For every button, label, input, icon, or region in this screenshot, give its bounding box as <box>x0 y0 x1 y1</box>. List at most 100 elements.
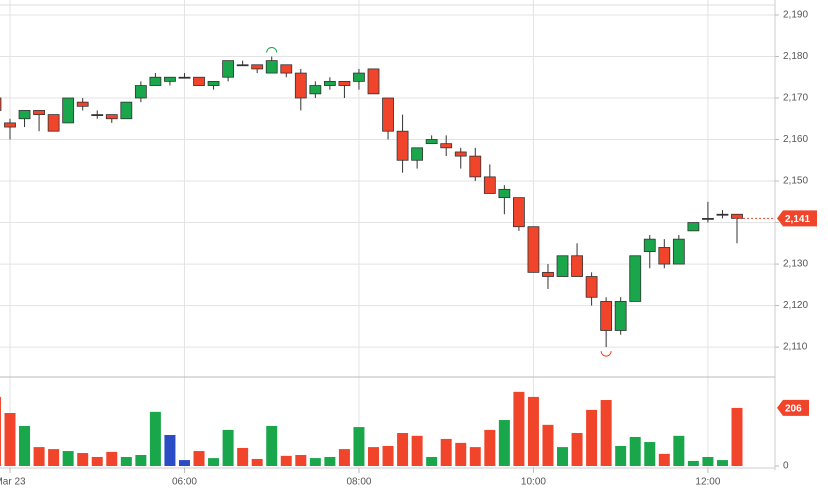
volume-bar <box>19 425 31 466</box>
volume-bar <box>48 449 60 466</box>
volume-bar <box>426 456 438 466</box>
volume-bar <box>91 456 103 466</box>
candle-body <box>91 114 104 116</box>
candle-body <box>513 197 525 228</box>
candle-body <box>265 60 278 74</box>
volume-bar <box>120 456 132 466</box>
volume-bar <box>0 396 1 466</box>
volume-bar <box>353 427 365 466</box>
volume-bar <box>615 445 627 466</box>
volume-bar <box>4 412 16 466</box>
volume-bar <box>702 456 714 466</box>
volume-bar <box>33 447 45 466</box>
volume-tick-label: 0 <box>783 461 789 472</box>
candle-body <box>556 255 569 277</box>
x-tick-label: 12:00 <box>695 477 720 488</box>
candle-body <box>382 97 394 132</box>
volume-bar <box>571 433 583 466</box>
y-tick-label: 2,150 <box>783 176 808 187</box>
high-marker <box>266 47 278 53</box>
volume-bar <box>716 460 728 466</box>
volume-bar <box>484 429 496 466</box>
candle-body <box>294 72 307 99</box>
volume-bar <box>178 460 190 466</box>
candle-body <box>629 255 642 302</box>
candle-body <box>251 64 264 70</box>
volume-bar <box>513 391 525 466</box>
candle-body <box>178 76 191 79</box>
candle-body <box>672 238 685 265</box>
candle-body <box>716 213 729 216</box>
candle-body <box>469 155 482 178</box>
volume-bar <box>687 460 699 466</box>
volume-bar <box>164 434 176 466</box>
candle-body <box>687 222 700 232</box>
y-tick-label: 2,120 <box>783 300 808 311</box>
volume-bar <box>222 429 234 466</box>
volume-bar <box>193 451 205 466</box>
volume-bar <box>280 455 292 466</box>
volume-bar <box>397 433 409 466</box>
candle-body <box>4 122 16 128</box>
volume-bar <box>455 442 467 466</box>
candle-body <box>193 76 205 86</box>
candle-body <box>454 151 467 157</box>
candle-body <box>483 176 496 194</box>
volume-bar <box>673 435 685 466</box>
y-tick-label: 2,170 <box>783 93 808 104</box>
candle-body <box>18 110 31 120</box>
volume-bar <box>382 445 394 466</box>
candle-body <box>134 85 147 99</box>
y-tick-label: 2,180 <box>783 51 808 62</box>
volume-bar <box>266 425 278 466</box>
candle-body <box>658 247 671 265</box>
volume-bar <box>208 458 220 466</box>
last-price-label: 2,141 <box>785 214 810 225</box>
candle-body <box>280 64 293 74</box>
candle-body <box>353 72 365 82</box>
candle-body <box>498 188 511 199</box>
candle-body <box>309 85 322 95</box>
volume-bar <box>324 456 336 466</box>
volume-bar <box>440 438 452 466</box>
volume-bar <box>368 447 379 466</box>
candle-body <box>367 68 380 95</box>
last-price-tag <box>777 210 817 227</box>
candle-body <box>207 80 220 86</box>
volume-bar <box>600 400 612 466</box>
volume-bar <box>527 396 539 466</box>
candle-body <box>440 143 453 149</box>
candle-body <box>76 101 89 107</box>
volume-bar <box>557 447 569 466</box>
y-tick-label: 2,160 <box>783 134 808 145</box>
candle-body <box>164 76 176 82</box>
candle-body <box>149 76 162 86</box>
volume-bar <box>295 455 307 466</box>
y-tick-label: 2,190 <box>783 10 808 21</box>
y-tick-label: 2,110 <box>783 342 808 353</box>
volume-bar <box>309 458 321 466</box>
volume-bar <box>411 435 423 466</box>
candle-body <box>47 114 60 132</box>
volume-bar <box>135 455 147 466</box>
x-tick-label: 08:00 <box>346 477 371 488</box>
volume-bar <box>586 409 598 466</box>
volume-bar <box>149 411 161 466</box>
last-volume-label: 206 <box>785 404 802 415</box>
candle-body <box>571 255 583 277</box>
volume-bar <box>62 451 74 466</box>
last-volume-tag <box>777 399 809 416</box>
candle-body <box>600 301 613 331</box>
candle-body <box>396 130 409 161</box>
volume-bar <box>644 442 656 466</box>
volume-bar <box>658 453 670 466</box>
volume-bar <box>251 458 263 466</box>
candle-body <box>527 226 540 273</box>
candle-body <box>33 110 45 115</box>
x-tick-label: 06:00 <box>172 477 197 488</box>
x-tick-label: Mar 23 <box>0 477 26 488</box>
x-tick-label: 10:00 <box>521 477 546 488</box>
candle-body <box>236 64 249 67</box>
candle-body <box>338 80 351 86</box>
